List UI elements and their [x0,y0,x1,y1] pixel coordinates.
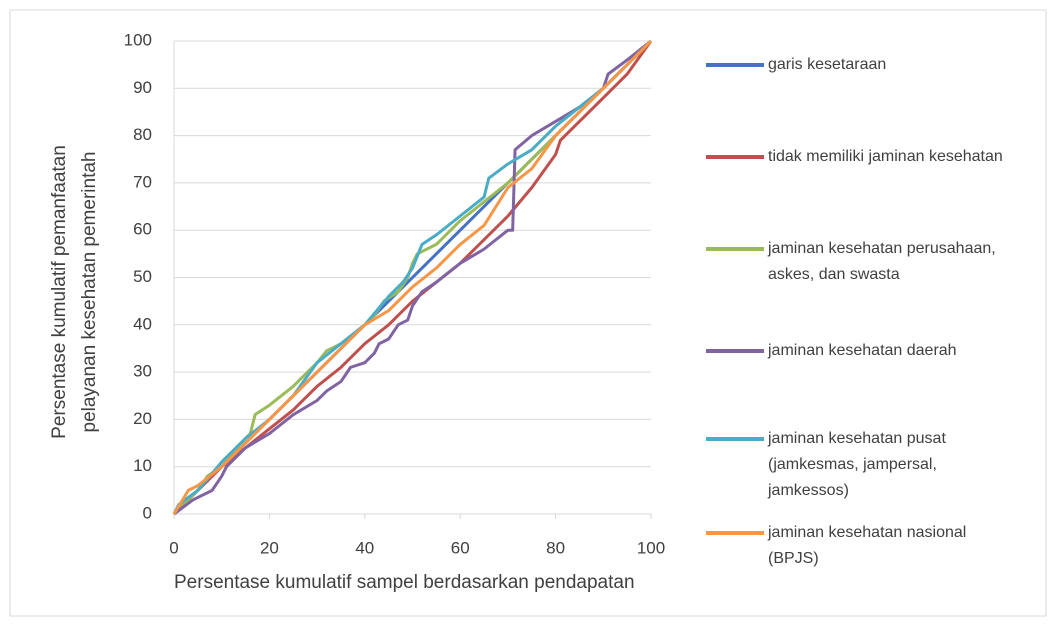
y-tick-label: 0 [143,503,152,522]
series-line [173,39,652,516]
y-tick-label: 70 [133,172,152,191]
legend-label: jaminan kesehatan daerah [768,342,957,359]
legend-swatch [706,155,764,159]
legend-label: garis kesetaraan [768,56,887,73]
x-axis-title: Persentase kumulatif sampel berdasarkan … [174,572,635,593]
x-tick-label: 100 [637,538,665,557]
x-tick-label: 20 [260,538,279,557]
legend-swatch [706,531,764,535]
y-axis-title: Persentase kumulatif pemanfaatan pelayan… [49,145,100,439]
legend-label: jaminan kesehatan perusahaan, askes, dan… [768,240,996,283]
y-tick-label: 100 [124,30,152,49]
legend-label: jaminan kesehatan pusat (jamkesmas, jamp… [768,430,946,499]
legend-swatch [706,349,764,353]
chart-border [9,9,1047,617]
series-line [172,39,653,515]
legend-label: tidak memiliki jaminan kesehatan [768,148,1003,165]
x-tick-label: 60 [451,538,470,557]
y-tick-label: 40 [133,314,152,333]
y-tick-label: 80 [133,125,152,144]
legend-swatch [706,247,764,251]
legend-label: jaminan kesehatan nasional (BPJS) [768,524,967,567]
series-line [172,39,653,515]
legend-swatch [706,437,764,441]
x-tick-label: 80 [546,538,565,557]
legend-swatch [706,63,764,67]
y-tick-label: 90 [133,78,152,97]
y-tick-label: 10 [133,456,152,475]
y-tick-label: 60 [133,220,152,239]
y-tick-label: 50 [133,267,152,286]
y-tick-label: 20 [133,409,152,428]
x-tick-label: 0 [169,538,178,557]
y-tick-label: 30 [133,362,152,381]
x-tick-label: 40 [355,538,374,557]
